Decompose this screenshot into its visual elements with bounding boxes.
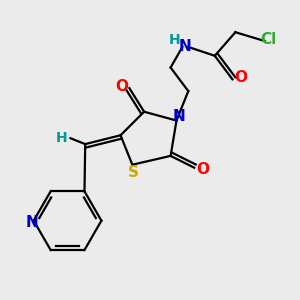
Text: N: N <box>179 39 192 54</box>
Text: O: O <box>196 162 209 177</box>
Text: S: S <box>128 165 139 180</box>
Text: Cl: Cl <box>260 32 277 47</box>
Text: O: O <box>116 79 128 94</box>
Text: H: H <box>169 33 181 46</box>
Text: N: N <box>173 109 186 124</box>
Text: H: H <box>56 131 68 145</box>
Text: N: N <box>26 214 39 230</box>
Text: O: O <box>234 70 247 86</box>
